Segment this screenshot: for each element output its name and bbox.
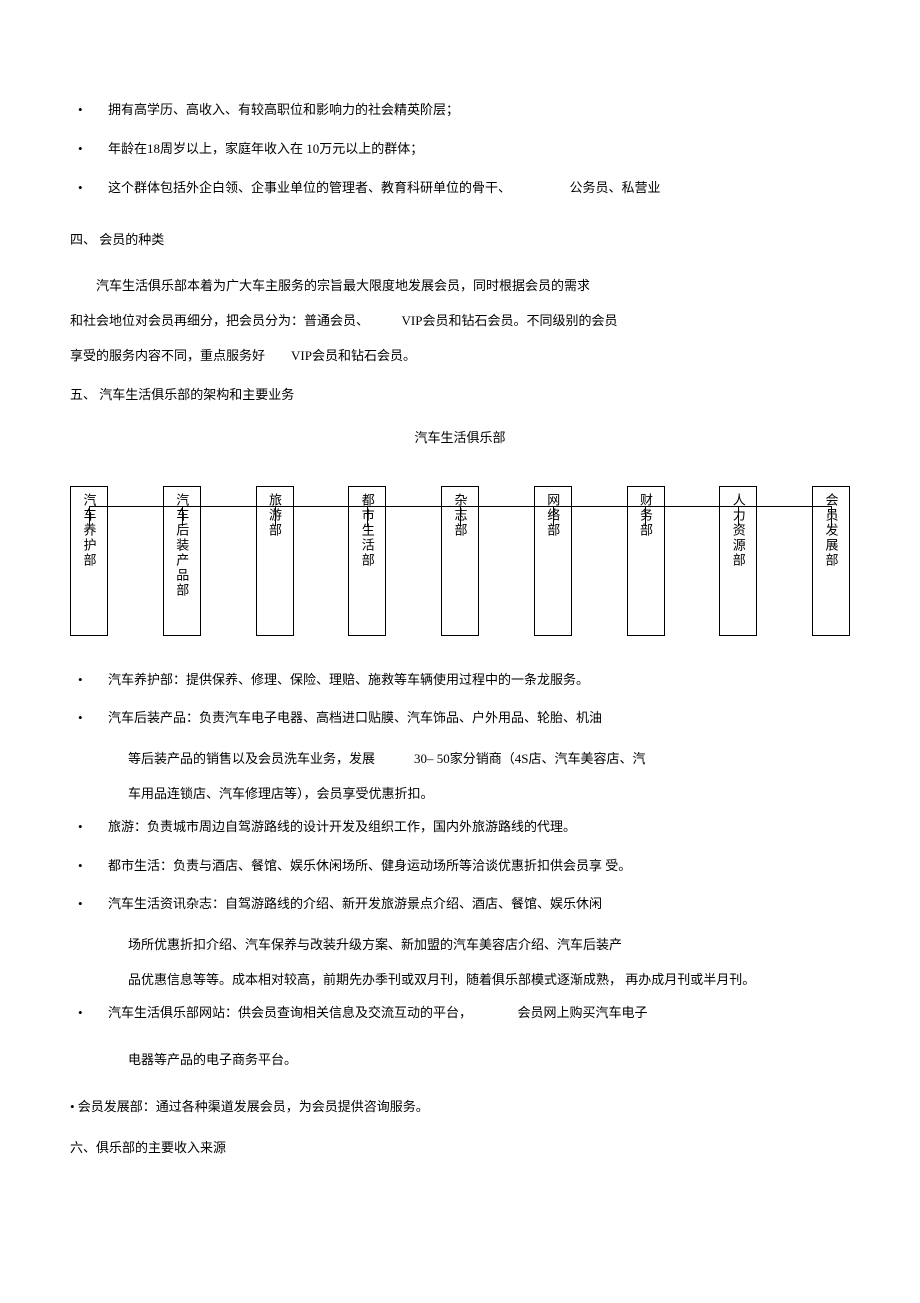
org-chart: 汽车养护部 汽车后装产品部 旅游部 都市生活部 杂志部 网络部 财务部 人力资源… <box>70 486 850 636</box>
dept-text: 汽车生活资讯杂志：自驾游路线的介绍、新开发旅游景点介绍、酒店、餐馆、娱乐休闲 <box>108 890 850 919</box>
bullet-text: 这个群体包括外企白领、企事业单位的管理者、教育科研单位的骨干、 公务员、私营业 <box>108 178 850 199</box>
org-connector-vertical <box>831 506 832 526</box>
bullet-text: 拥有高学历、高收入、有较高职位和影响力的社会精英阶层； <box>108 100 850 121</box>
org-connector-vertical <box>553 506 554 526</box>
org-connector-vertical <box>738 506 739 526</box>
org-box-label: 都市生活部 <box>361 493 374 568</box>
org-connector-vertical <box>460 506 461 526</box>
section-5-heading: 五、 汽车生活俱乐部的架构和主要业务 <box>70 383 850 406</box>
bullet-item: • 年龄在18周岁以上，家庭年收入在 10万元以上的群体； <box>70 139 850 160</box>
bullet-marker: • <box>70 178 108 199</box>
dept-bullet: • 汽车后装产品：负责汽车电子电器、高档进口贴膜、汽车饰品、户外用品、轮胎、机油 <box>70 704 850 733</box>
dept-text: 旅游：负责城市周边自驾游路线的设计开发及组织工作，国内外旅游路线的代理。 <box>108 813 850 842</box>
org-box-label: 人力资源部 <box>732 493 745 568</box>
bullet-marker: • <box>70 704 108 733</box>
dept-sub-text: 等后装产品的销售以及会员洗车业务，发展 30– 50家分销商（4S店、汽车美容店… <box>128 743 850 774</box>
bullet-marker: • <box>70 813 108 842</box>
dept-text: 汽车养护部：提供保养、修理、保险、理赔、施救等车辆使用过程中的一条龙服务。 <box>108 666 850 695</box>
paragraph: 汽车生活俱乐部本着为广大车主服务的宗旨最大限度地发展会员，同时根据会员的需求 <box>70 270 850 301</box>
dept-text: 汽车生活俱乐部网站：供会员查询相关信息及交流互动的平台， 会员网上购买汽车电子 <box>108 999 850 1028</box>
dept-bullet: • 都市生活：负责与酒店、餐馆、娱乐休闲场所、健身运动场所等洽谈优惠折扣供会员享… <box>70 852 850 881</box>
dept-text: 都市生活：负责与酒店、餐馆、娱乐休闲场所、健身运动场所等洽谈优惠折扣供会员享 受… <box>108 852 850 881</box>
paragraph: 享受的服务内容不同，重点服务好 VIP会员和钻石会员。 <box>70 340 850 371</box>
org-connector-vertical <box>89 506 90 526</box>
bullet-marker: • <box>70 999 108 1028</box>
bullet-marker: • <box>70 666 108 695</box>
org-chart-title: 汽车生活俱乐部 <box>70 427 850 446</box>
bullet-item: • 这个群体包括外企白领、企事业单位的管理者、教育科研单位的骨干、 公务员、私营… <box>70 178 850 199</box>
dept-sub-text: 场所优惠折扣介绍、汽车保养与改装升级方案、新加盟的汽车美容店介绍、汽车后装产 <box>128 929 850 960</box>
section-4-heading: 四、 会员的种类 <box>70 228 850 251</box>
dept-bullet: • 汽车生活俱乐部网站：供会员查询相关信息及交流互动的平台， 会员网上购买汽车电… <box>70 999 850 1028</box>
org-connector-vertical <box>275 506 276 526</box>
org-connector-vertical <box>367 506 368 526</box>
member-dev-line: • 会员发展部：通过各种渠道发展会员，为会员提供咨询服务。 <box>70 1091 850 1122</box>
dept-bullet: • 汽车养护部：提供保养、修理、保险、理赔、施救等车辆使用过程中的一条龙服务。 <box>70 666 850 695</box>
dept-sub-text: 电器等产品的电子商务平台。 <box>128 1044 850 1075</box>
bullet-marker: • <box>70 852 108 881</box>
dept-sub-text: 车用品连锁店、汽车修理店等），会员享受优惠折扣。 <box>128 778 850 809</box>
dept-bullet: • 汽车生活资讯杂志：自驾游路线的介绍、新开发旅游景点介绍、酒店、餐馆、娱乐休闲 <box>70 890 850 919</box>
bullet-item: • 拥有高学历、高收入、有较高职位和影响力的社会精英阶层； <box>70 100 850 121</box>
org-connector-vertical <box>182 506 183 526</box>
bullet-text: 年龄在18周岁以上，家庭年收入在 10万元以上的群体； <box>108 139 850 160</box>
section-6-heading: 六、俱乐部的主要收入来源 <box>70 1132 850 1163</box>
org-box-label: 会员发展部 <box>825 493 838 568</box>
bullet-marker: • <box>70 100 108 121</box>
dept-bullet: • 旅游：负责城市周边自驾游路线的设计开发及组织工作，国内外旅游路线的代理。 <box>70 813 850 842</box>
org-box-label: 汽车养护部 <box>83 493 96 568</box>
dept-text: 汽车后装产品：负责汽车电子电器、高档进口贴膜、汽车饰品、户外用品、轮胎、机油 <box>108 704 850 733</box>
bullet-marker: • <box>70 890 108 919</box>
dept-sub-text: 品优惠信息等等。成本相对较高，前期先办季刊或双月刊，随着俱乐部模式逐渐成熟， 再… <box>128 964 850 995</box>
bullet-marker: • <box>70 139 108 160</box>
org-connector-vertical <box>645 506 646 526</box>
paragraph: 和社会地位对会员再细分，把会员分为：普通会员、 VIP会员和钻石会员。不同级别的… <box>70 305 850 336</box>
